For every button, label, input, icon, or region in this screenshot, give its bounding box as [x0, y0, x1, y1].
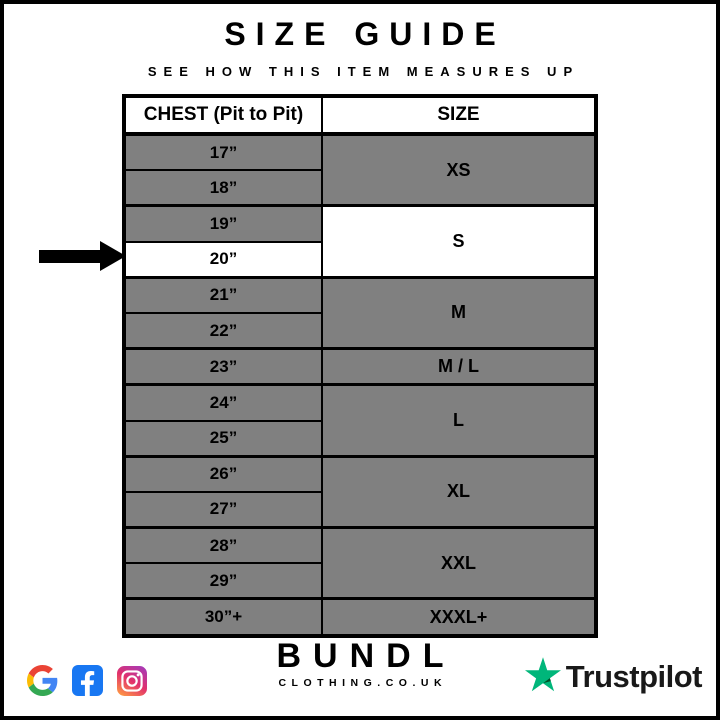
size-cell: XL	[321, 454, 597, 529]
table-row: 28” XXL	[123, 526, 597, 600]
size-table: CHEST (Pit to Pit) SIZE 17” XS 18” 19” S 20” 2…	[122, 94, 598, 638]
chest-cell: 25”	[123, 419, 323, 458]
chest-cell: 19”	[123, 204, 323, 243]
size-cell: XS	[321, 132, 597, 207]
size-cell: M / L	[321, 347, 597, 386]
chest-cell: 26”	[123, 454, 323, 493]
trustpilot-star-icon	[524, 657, 561, 697]
brand-logo: BUNDL CLOTHING.CO.UK	[265, 639, 456, 689]
chest-cell: 28”	[123, 526, 323, 565]
page-title: SIZE GUIDE	[224, 16, 506, 52]
chest-cell: 23”	[123, 347, 323, 386]
table-row: 27”	[123, 490, 596, 529]
chest-cell: 22”	[123, 311, 323, 350]
table-row: 26” XL	[123, 454, 597, 529]
size-cell: XXXL+	[321, 597, 597, 637]
brand-domain: CLOTHING.CO.UK	[278, 677, 448, 689]
chest-cell: 24”	[123, 383, 323, 422]
google-icon[interactable]	[27, 665, 58, 696]
arrow-shaft	[39, 250, 101, 263]
chest-cell: 27”	[123, 490, 323, 529]
table-row: 29”	[123, 562, 596, 600]
column-header-size: SIZE	[321, 95, 597, 136]
size-cell: S	[321, 204, 597, 279]
table-row: 19” S	[123, 204, 597, 279]
size-cell: M	[321, 275, 597, 350]
table-row: 20”	[123, 240, 596, 279]
table-row: 25”	[123, 419, 596, 458]
table-row: 17” XS	[123, 132, 597, 207]
instagram-icon[interactable]	[117, 665, 147, 696]
table-row: 21” M	[123, 275, 597, 350]
table-row: 18”	[123, 169, 596, 207]
chest-cell: 20”	[123, 240, 323, 279]
arrow-head	[100, 241, 126, 271]
chest-cell: 29”	[123, 562, 323, 600]
trustpilot-label: Trustpilot	[565, 659, 703, 694]
table-row: 30”+ XXXL+	[123, 597, 597, 637]
trustpilot-logo[interactable]: Trustpilot	[524, 657, 703, 697]
column-header-chest: CHEST (Pit to Pit)	[123, 95, 323, 136]
table-row: 22”	[123, 311, 596, 350]
size-table-header-row: CHEST (Pit to Pit) SIZE	[123, 95, 597, 136]
chest-cell: 21”	[123, 275, 323, 314]
table-row: 24” L	[123, 383, 597, 458]
brand-name: BUNDL	[276, 637, 456, 675]
size-cell: XXL	[321, 526, 597, 600]
page-subtitle: SEE HOW THIS ITEM MEASURES UP	[147, 64, 580, 79]
highlight-arrow-icon	[39, 241, 126, 272]
chest-cell: 18”	[123, 169, 323, 207]
size-cell: L	[321, 383, 597, 458]
size-table-body: 17” XS 18” 19” S 20” 21” M 22” 23” M / L 24” L 25” 26”…	[123, 132, 597, 637]
chest-cell: 17”	[123, 132, 323, 172]
table-row: 23” M / L	[123, 347, 597, 386]
social-icons	[27, 665, 147, 696]
chest-cell: 30”+	[123, 597, 323, 637]
facebook-icon[interactable]	[72, 665, 103, 696]
